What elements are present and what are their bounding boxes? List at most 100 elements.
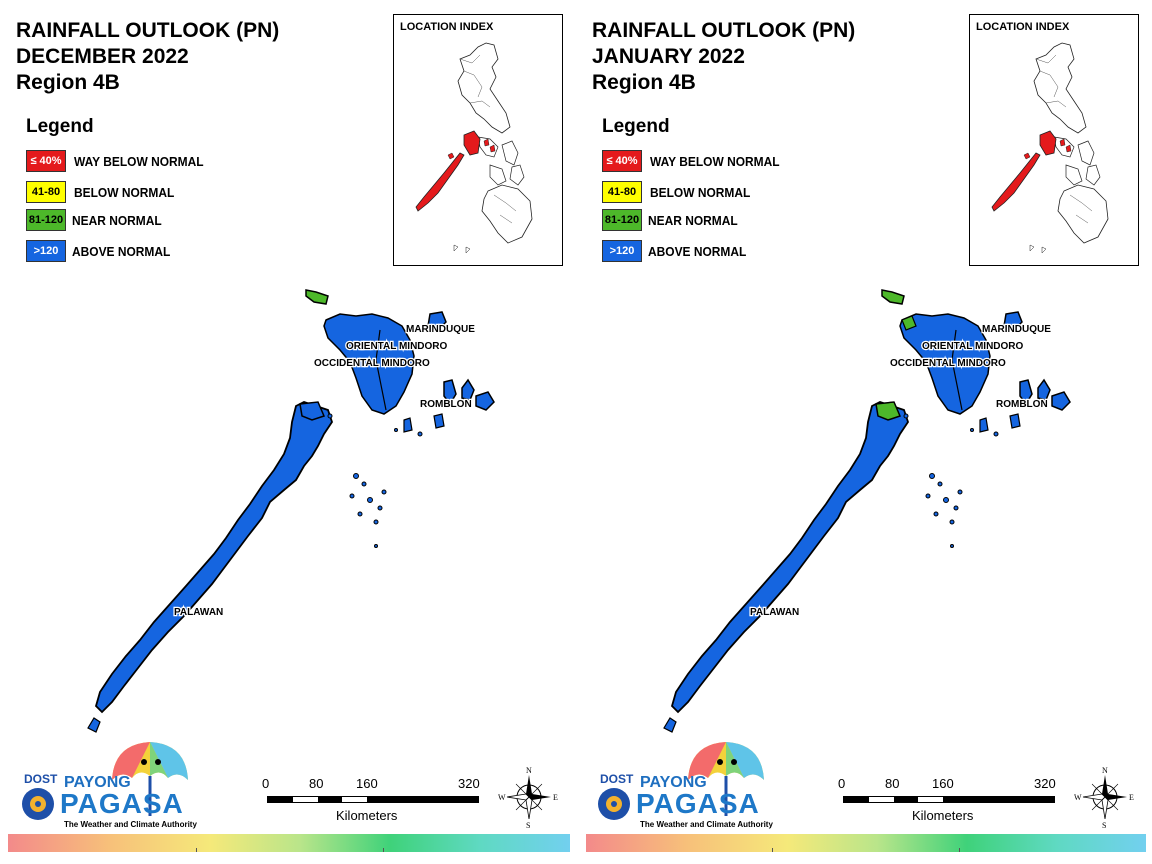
region-4b-map: MARINDUQUE ORIENTAL MINDORO OCCIDENTAL M… [663, 289, 1071, 733]
marinduque-island [1003, 311, 1023, 331]
location-index-inset: LOCATION INDEX [969, 14, 1139, 266]
philippines-locator-map [415, 42, 533, 254]
legend-title: Legend [26, 116, 94, 137]
province-label-oriental-mindoro: ORIENTAL MINDORO [922, 341, 1024, 352]
legend-swatch: 81-120 [602, 209, 642, 231]
philippines-locator-map [991, 42, 1109, 254]
footer-gradient-bar [586, 834, 1146, 852]
legend-swatch: >120 [602, 240, 642, 262]
province-label-romblon: ROMBLON [420, 399, 472, 410]
romblon-island [461, 378, 475, 401]
province-label-occidental-mindoro: OCCIDENTAL MINDORO [314, 358, 430, 369]
legend-swatch: ≤ 40% [26, 150, 66, 172]
legend-item-below: 41-80 BELOW NORMAL [26, 181, 183, 203]
title-line-2: DECEMBER 2022 [16, 45, 189, 68]
legend-item-way-below: ≤ 40% WAY BELOW NORMAL [602, 150, 791, 172]
palawan-island [94, 401, 333, 714]
compass-e: E [1129, 793, 1134, 802]
legend-swatch: >120 [26, 240, 66, 262]
legend-label: BELOW NORMAL [650, 184, 751, 200]
scale-tick-label: 0 [262, 776, 270, 791]
mindoro-provincial-boundary [951, 329, 963, 411]
scale-tick-label: 0 [838, 776, 846, 791]
scale-tick-label: 320 [1034, 776, 1056, 791]
legend-swatch: 81-120 [26, 209, 66, 231]
scale-bar: 0 80 160 320 Kilometers [256, 776, 486, 832]
location-index-inset: LOCATION INDEX [393, 14, 563, 266]
compass-w: W [498, 793, 506, 802]
palawan-island [670, 401, 909, 714]
legend-label: NEAR NORMAL [72, 212, 162, 228]
lubang-island [305, 289, 329, 305]
province-label-occidental-mindoro: OCCIDENTAL MINDORO [890, 358, 1006, 369]
scale-tick-label: 80 [309, 776, 324, 791]
romblon-island [475, 391, 495, 411]
region-4b-map: MARINDUQUE ORIENTAL MINDORO OCCIDENTAL M… [87, 289, 495, 733]
romblon-island [443, 379, 457, 406]
legend-item-near: 81-120 NEAR NORMAL [26, 209, 170, 231]
balabac-island [87, 717, 101, 733]
busuanga-island [299, 401, 326, 421]
scale-tick-label: 80 [885, 776, 900, 791]
legend-item-above: >120 ABOVE NORMAL [26, 240, 179, 262]
logo-dost: DOST [24, 772, 58, 786]
pagasa-logo: DOST PAYONG PAGASA The Weather and Clima… [16, 740, 197, 832]
scale-tick-label: 320 [458, 776, 480, 791]
title-line-3: Region 4B [592, 71, 696, 94]
compass-n: N [526, 766, 532, 775]
logo-payong: PAYONG [64, 774, 131, 791]
north-arrow-compass: N S E W [496, 764, 562, 830]
legend-label: WAY BELOW NORMAL [74, 153, 204, 169]
legend-label: WAY BELOW NORMAL [650, 153, 780, 169]
legend-item-above: >120 ABOVE NORMAL [602, 240, 755, 262]
legend-title: Legend [602, 116, 670, 137]
romblon-islet [403, 417, 413, 433]
romblon-island [1019, 379, 1033, 406]
compass-s: S [1102, 821, 1106, 830]
map-title: RAINFALL OUTLOOK (PN) JANUARY 2022 Regio… [592, 18, 855, 96]
umbrella-icon [598, 742, 764, 820]
province-label-marinduque: MARINDUQUE [982, 324, 1051, 335]
lubang-island [881, 289, 905, 305]
legend-swatch: ≤ 40% [602, 150, 642, 172]
title-line-1: RAINFALL OUTLOOK (PN) [592, 19, 856, 42]
logo-pagasa: PAGASA [60, 788, 184, 819]
mindoro-island [323, 313, 415, 415]
compass-s: S [526, 821, 530, 830]
legend-swatch: 41-80 [602, 181, 642, 203]
outlook-panel-january: RAINFALL OUTLOOK (PN) JANUARY 2022 Regio… [576, 0, 1152, 864]
logo-pagasa: PAGASA [636, 788, 760, 819]
compass-rose-icon: N S E W [498, 766, 558, 830]
compass-e: E [553, 793, 558, 802]
legend-label: ABOVE NORMAL [648, 243, 747, 259]
romblon-island [1051, 391, 1071, 411]
inset-title: LOCATION INDEX [976, 21, 1070, 33]
scale-tick-label: 160 [356, 776, 378, 791]
north-arrow-compass: N S E W [1072, 764, 1138, 830]
legend-swatch: 41-80 [26, 181, 66, 203]
province-label-marinduque: MARINDUQUE [406, 324, 475, 335]
province-label-palawan: PALAWAN [174, 607, 223, 618]
footer-gradient-bar [8, 834, 570, 852]
outlook-panel-december: RAINFALL OUTLOOK (PN) DECEMBER 2022 Regi… [8, 14, 570, 852]
cuyo-islands [903, 413, 999, 548]
province-label-palawan: PALAWAN [750, 607, 799, 618]
legend-item-way-below: ≤ 40% WAY BELOW NORMAL [26, 150, 215, 172]
umbrella-icon [22, 742, 188, 820]
romblon-island [1037, 378, 1051, 401]
scale-unit: Kilometers [912, 808, 974, 823]
compass-n: N [1102, 766, 1108, 775]
scale-bar-graphic [843, 796, 1055, 803]
legend-item-below: 41-80 BELOW NORMAL [602, 181, 759, 203]
romblon-islet [979, 417, 989, 433]
mindoro-near-normal-area [901, 315, 917, 331]
balabac-island [663, 717, 677, 733]
romblon-islet [1009, 413, 1021, 429]
legend-item-near: 81-120 NEAR NORMAL [602, 209, 746, 231]
compass-w: W [1074, 793, 1082, 802]
province-label-romblon: ROMBLON [996, 399, 1048, 410]
pagasa-logo: DOST PAYONG PAGASA The Weather and Clima… [592, 740, 773, 832]
inset-title: LOCATION INDEX [400, 21, 494, 33]
title-line-2: JANUARY 2022 [592, 45, 745, 68]
romblon-islet [433, 413, 445, 429]
